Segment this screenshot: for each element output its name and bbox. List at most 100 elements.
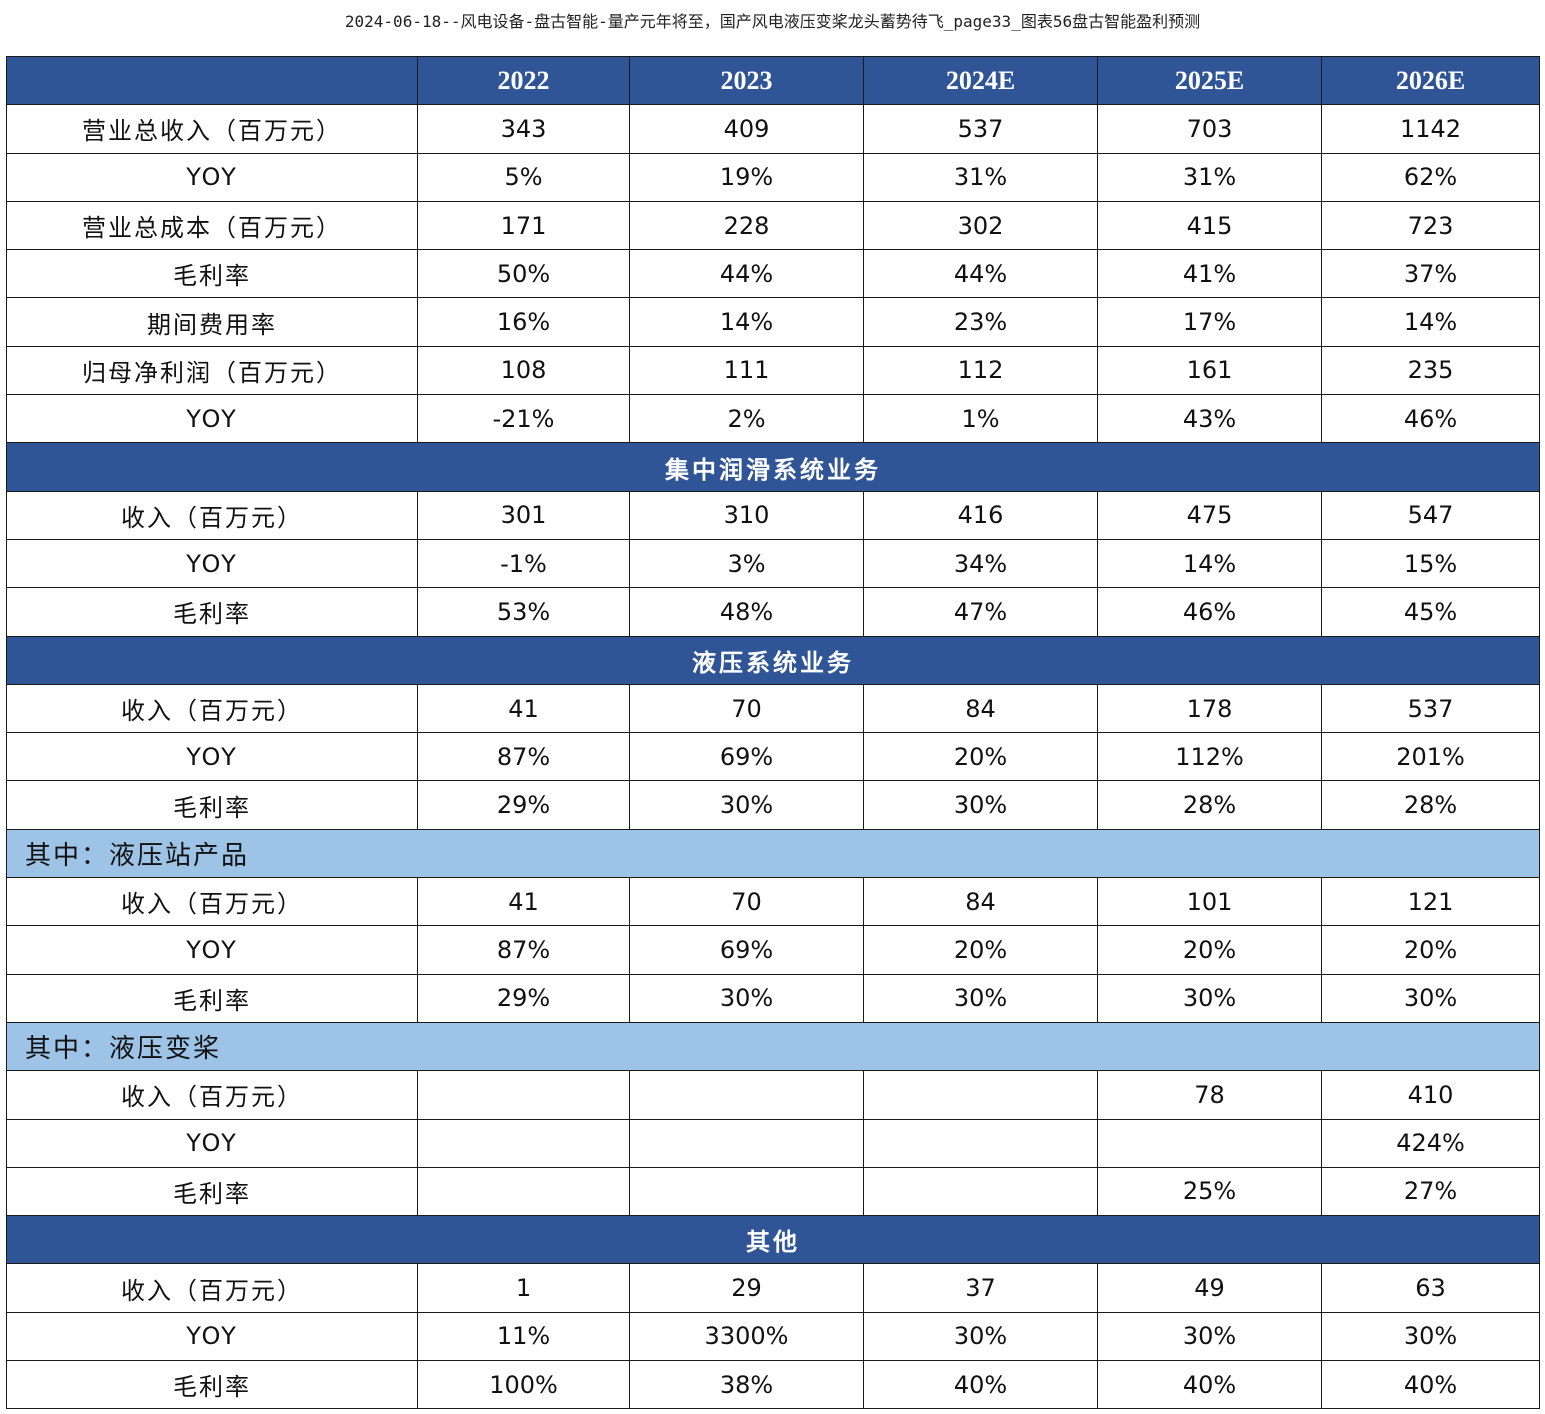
value-cell: 40% xyxy=(1097,1360,1322,1410)
value-cell: 29% xyxy=(417,780,630,830)
value-cell: 30% xyxy=(1097,1311,1322,1362)
value-cell: 3300% xyxy=(629,1311,864,1362)
row-label: 毛利率 xyxy=(6,587,418,637)
value-cell: 29% xyxy=(417,973,630,1023)
row-label: 营业总收入（百万元） xyxy=(6,104,418,154)
value-cell: 70 xyxy=(629,877,864,927)
header-corner-cell xyxy=(6,55,418,106)
row-label: 收入（百万元） xyxy=(6,877,418,927)
section-header-hydraulic-title: 液压系统业务 xyxy=(6,635,1540,685)
value-cell: 87% xyxy=(417,925,630,975)
value-cell: 63 xyxy=(1321,1263,1540,1313)
value-cell xyxy=(863,1070,1098,1120)
value-cell: 28% xyxy=(1321,780,1540,830)
table-row: 毛利率 50% 44% 44% 41% 37% xyxy=(6,249,1540,299)
value-cell: 111 xyxy=(629,345,864,396)
value-cell: 23% xyxy=(863,297,1098,347)
value-cell xyxy=(417,1070,630,1120)
row-label: 期间费用率 xyxy=(6,297,418,347)
value-cell xyxy=(629,1118,864,1168)
value-cell: 30% xyxy=(629,973,864,1023)
table-row: YOY 87% 69% 20% 112% 201% xyxy=(6,732,1540,782)
value-cell: 475 xyxy=(1097,490,1322,540)
value-cell xyxy=(417,1118,630,1168)
value-cell: 47% xyxy=(863,587,1098,637)
value-cell: 41 xyxy=(417,683,630,734)
value-cell: 15% xyxy=(1321,538,1540,589)
table-row: YOY 11% 3300% 30% 30% 30% xyxy=(6,1311,1540,1362)
value-cell: 537 xyxy=(863,104,1098,154)
value-cell: 161 xyxy=(1097,345,1322,396)
table-row: YOY 424% xyxy=(6,1118,1540,1168)
value-cell: 14% xyxy=(1321,297,1540,347)
value-cell: 30% xyxy=(863,1311,1098,1362)
value-cell: 46% xyxy=(1097,587,1322,637)
value-cell: 30% xyxy=(1321,1311,1540,1362)
value-cell: 302 xyxy=(863,200,1098,251)
value-cell: 343 xyxy=(417,104,630,154)
header-year-cell: 2026E xyxy=(1321,55,1540,106)
value-cell: 409 xyxy=(629,104,864,154)
value-cell: 5% xyxy=(417,152,630,202)
value-cell: 101 xyxy=(1097,877,1322,927)
value-cell: 31% xyxy=(863,152,1098,202)
value-cell xyxy=(629,1070,864,1120)
subsection-header-hydraulic-station-title: 其中：液压站产品 xyxy=(6,828,1540,879)
value-cell: 84 xyxy=(863,877,1098,927)
table-row: YOY 87% 69% 20% 20% 20% xyxy=(6,925,1540,975)
row-label: YOY xyxy=(6,152,418,202)
section-header-other: 其他 xyxy=(6,1215,1540,1265)
value-cell: 1142 xyxy=(1321,104,1540,154)
value-cell: 44% xyxy=(863,249,1098,299)
value-cell: 87% xyxy=(417,732,630,782)
value-cell: 108 xyxy=(417,345,630,396)
header-row: 2022 2023 2024E 2025E 2026E xyxy=(6,55,1540,106)
value-cell: 547 xyxy=(1321,490,1540,540)
table-row: 收入（百万元） 78 410 xyxy=(6,1070,1540,1120)
subsection-header-hydraulic-pitch: 其中：液压变桨 xyxy=(6,1021,1540,1072)
value-cell: 37 xyxy=(863,1263,1098,1313)
value-cell: 44% xyxy=(629,249,864,299)
value-cell: -21% xyxy=(417,394,630,444)
value-cell: 38% xyxy=(629,1360,864,1410)
value-cell: -1% xyxy=(417,538,630,589)
value-cell: 41 xyxy=(417,877,630,927)
row-label: 毛利率 xyxy=(6,1166,418,1217)
value-cell: 70 xyxy=(629,683,864,734)
value-cell: 53% xyxy=(417,587,630,637)
value-cell: 723 xyxy=(1321,200,1540,251)
value-cell: 30% xyxy=(629,780,864,830)
value-cell: 27% xyxy=(1321,1166,1540,1217)
value-cell xyxy=(1097,1118,1322,1168)
value-cell: 43% xyxy=(1097,394,1322,444)
value-cell: 14% xyxy=(1097,538,1322,589)
header-year-cell: 2023 xyxy=(629,55,864,106)
table-row: 毛利率 29% 30% 30% 30% 30% xyxy=(6,973,1540,1023)
value-cell: 34% xyxy=(863,538,1098,589)
table-row: YOY -1% 3% 34% 14% 15% xyxy=(6,538,1540,589)
figure-caption: 2024-06-18--风电设备-盘古智能-量产元年将至，国产风电液压变桨龙头蓄… xyxy=(344,12,1201,31)
value-cell: 29 xyxy=(629,1263,864,1313)
row-label: 毛利率 xyxy=(6,780,418,830)
table-row: YOY 5% 19% 31% 31% 62% xyxy=(6,152,1540,202)
row-label: YOY xyxy=(6,925,418,975)
value-cell: 30% xyxy=(1097,973,1322,1023)
value-cell xyxy=(863,1118,1098,1168)
row-label: 归母净利润（百万元） xyxy=(6,345,418,396)
value-cell: 40% xyxy=(1321,1360,1540,1410)
table-row: 期间费用率 16% 14% 23% 17% 14% xyxy=(6,297,1540,347)
row-label: 毛利率 xyxy=(6,1360,418,1410)
row-label: YOY xyxy=(6,394,418,444)
value-cell: 62% xyxy=(1321,152,1540,202)
row-label: 毛利率 xyxy=(6,973,418,1023)
value-cell: 100% xyxy=(417,1360,630,1410)
row-label: 收入（百万元） xyxy=(6,683,418,734)
row-label: 收入（百万元） xyxy=(6,1070,418,1120)
header-year-cell: 2022 xyxy=(417,55,630,106)
value-cell: 40% xyxy=(863,1360,1098,1410)
value-cell: 25% xyxy=(1097,1166,1322,1217)
value-cell: 37% xyxy=(1321,249,1540,299)
value-cell: 30% xyxy=(1321,973,1540,1023)
row-label: YOY xyxy=(6,732,418,782)
value-cell: 121 xyxy=(1321,877,1540,927)
